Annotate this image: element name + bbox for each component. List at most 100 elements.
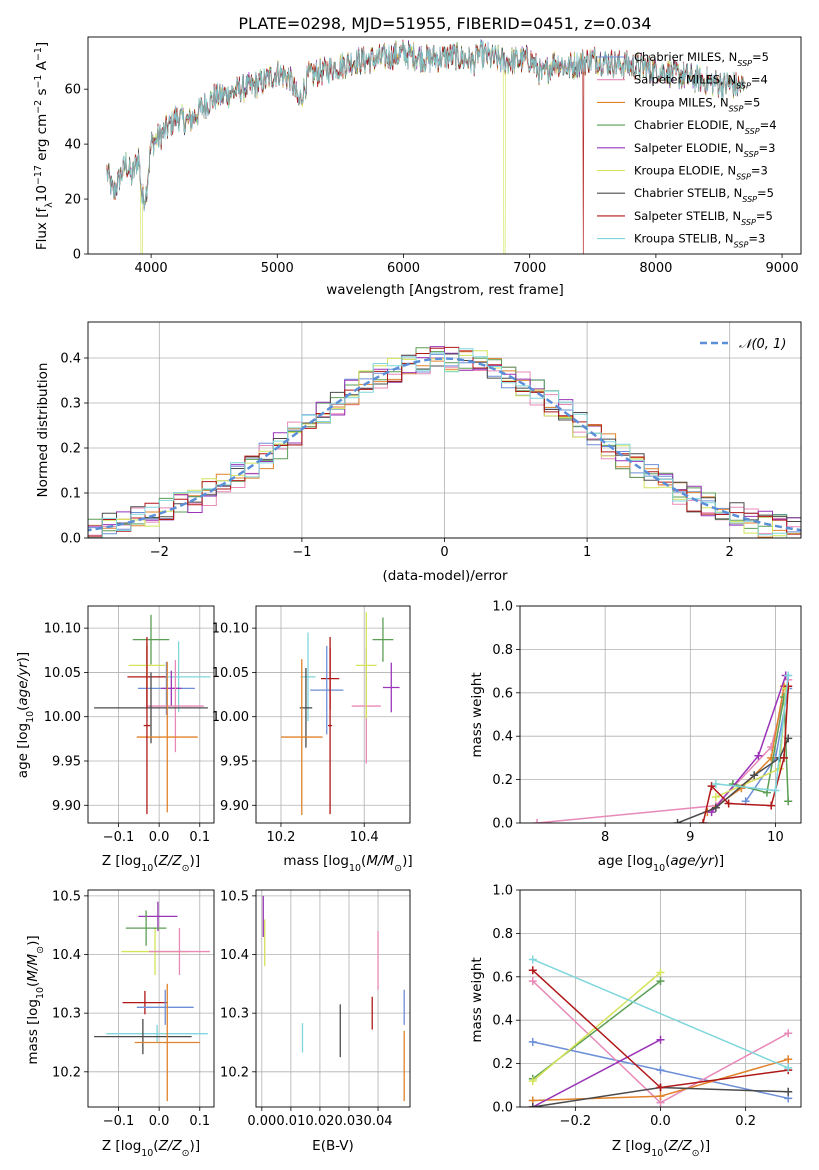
gridlines xyxy=(256,890,410,1107)
y-tick-label: 0.3 xyxy=(60,397,81,412)
weight-marker xyxy=(784,797,793,806)
histogram-step xyxy=(88,348,801,538)
weight-marker xyxy=(699,819,708,823)
legend-label: Kroupa STELIB, NSSP=3 xyxy=(634,232,765,250)
spectrum-line xyxy=(106,39,745,212)
legend-label: Chabrier STELIB, NSSP=5 xyxy=(634,186,774,204)
y-tick-label: 10.05 xyxy=(212,666,249,681)
y-tick-label: 0.6 xyxy=(492,686,513,701)
legend-label: Salpeter MILES, NSSP=4 xyxy=(634,73,768,91)
weight-marker xyxy=(528,1076,537,1085)
y-tick-label: 10.2 xyxy=(220,1065,249,1080)
x-axis-label: Z [log10(Z/Z⊙)] xyxy=(102,853,200,874)
x-tick-label: 0.1 xyxy=(189,830,210,845)
x-axis-label: mass [log10(M/M⊙)] xyxy=(283,853,412,874)
weight-marker xyxy=(656,977,665,986)
legend-label: Chabrier ELODIE, NSSP=4 xyxy=(634,118,777,136)
x-tick-label: −0.2 xyxy=(560,1114,592,1129)
mass_vs_ebv-axes: 0.00 0.01 0.02 0.03 0.04 10.2 10.3 10.4 10.5 xyxy=(220,889,411,1129)
weight-line xyxy=(532,971,661,1082)
y-tick-label: 10.5 xyxy=(52,889,81,904)
y-tick-label: 0.0 xyxy=(60,532,81,547)
y-tick-label: 10.4 xyxy=(220,948,249,963)
y-axis-label: mass weight xyxy=(469,957,485,1042)
weight-line xyxy=(702,686,789,823)
age_vs_mass-axes: 10.2 10.4 9.90 9.95 10.00 10.05 10.10 xyxy=(212,605,411,845)
weight-marker xyxy=(784,1055,793,1064)
y-tick-label: 10.3 xyxy=(52,1007,81,1022)
y-tick-label: 0.2 xyxy=(492,1057,513,1072)
weight-marker xyxy=(673,819,682,823)
legend-label: Chabrier MILES, NSSP=5 xyxy=(634,50,769,68)
residuals-axes: −2 −1 0 1 2 0.0 0.1 0.2 0.3 0.4 xyxy=(60,321,802,560)
x-axis-label: Z [log10(Z/Z⊙)] xyxy=(612,1138,710,1159)
axes-frame xyxy=(255,605,411,824)
x-tick-label: 0.04 xyxy=(364,1114,393,1129)
legend-label: 𝒩(0, 1) xyxy=(739,337,786,352)
legend-label: Kroupa MILES, NSSP=5 xyxy=(634,95,760,113)
y-tick-label: 20 xyxy=(64,193,81,208)
axes-frame xyxy=(87,321,802,539)
x-tick-label: 0 xyxy=(440,545,448,560)
axes-frame xyxy=(87,36,802,255)
weight_vs_age-plot-area xyxy=(533,671,793,823)
x-tick-label: 8 xyxy=(601,830,609,845)
y-axis-label: mass [log10(M/M⊙)] xyxy=(25,935,46,1064)
x-tick-label: 9 xyxy=(686,830,694,845)
y-axis-label: Flux [fλ10−17 erg cm−2 s−1 A−1] xyxy=(33,42,55,250)
weight-marker xyxy=(656,1035,665,1044)
legend-label: Salpeter ELODIE, NSSP=3 xyxy=(634,141,775,159)
y-tick-label: 10.05 xyxy=(44,666,81,681)
weight-marker xyxy=(711,792,720,801)
weight-marker xyxy=(656,968,665,977)
weight-marker xyxy=(779,753,788,762)
x-axis-label: Z [log10(Z/Z⊙)] xyxy=(102,1138,200,1159)
x-tick-label: 0.02 xyxy=(305,1114,334,1129)
age_vs_Z-plot-area xyxy=(94,614,211,815)
x-tick-label: 0.0 xyxy=(650,1114,671,1129)
weight-marker xyxy=(784,1029,793,1038)
weight-marker xyxy=(711,803,720,812)
mass_vs_Z-axes: −0.1 0.0 0.1 10.2 10.3 10.4 10.5 xyxy=(52,889,215,1129)
gridlines xyxy=(88,890,214,1107)
weight-marker xyxy=(754,751,763,760)
histogram-step xyxy=(88,346,801,538)
x-tick-label: 10 xyxy=(767,830,784,845)
x-axis-label: wavelength [Angstrom, rest frame] xyxy=(326,282,564,298)
y-tick-label: 0 xyxy=(73,248,81,263)
y-axis-label: Normed distribution xyxy=(35,363,51,498)
y-axis-label: mass weight xyxy=(469,672,485,757)
x-tick-label: 6000 xyxy=(387,261,420,276)
weight-marker xyxy=(528,966,537,975)
axes-frame xyxy=(255,889,411,1108)
weight-line xyxy=(532,958,789,1069)
y-tick-label: 0.4 xyxy=(60,352,81,367)
residuals-plot-area xyxy=(88,346,801,538)
x-axis-label: age [log10(age/yr)] xyxy=(598,853,724,874)
y-tick-label: 10.4 xyxy=(52,948,81,963)
mass_vs_ebv-plot-area xyxy=(262,895,405,1102)
y-tick-label: 10.00 xyxy=(212,710,249,725)
weight-marker xyxy=(779,693,788,702)
y-tick-label: 0.8 xyxy=(492,927,513,942)
axes-frame xyxy=(87,605,215,824)
y-tick-label: 40 xyxy=(64,138,81,153)
y-tick-label: 0.0 xyxy=(492,817,513,832)
weight-marker xyxy=(784,682,793,691)
y-tick-label: 0.1 xyxy=(60,487,81,502)
y-tick-label: 10.5 xyxy=(220,889,249,904)
x-tick-label: 0.0 xyxy=(149,1114,170,1129)
weight_vs_age-axes: 8 9 10 0.0 0.2 0.4 0.6 0.8 1.0 xyxy=(492,600,802,845)
y-tick-label: 10.10 xyxy=(212,622,249,637)
x-tick-label: 8000 xyxy=(639,261,672,276)
age_vs_mass-plot-area xyxy=(280,612,400,816)
x-tick-label: 10.4 xyxy=(350,830,379,845)
y-tick-label: 10.10 xyxy=(44,622,81,637)
y-tick-label: 0.4 xyxy=(492,1014,513,1029)
y-tick-label: 0.8 xyxy=(492,643,513,658)
x-tick-label: 10.2 xyxy=(266,830,295,845)
weight-line xyxy=(532,1039,661,1107)
y-tick-label: 10.00 xyxy=(44,710,81,725)
y-tick-label: 0.2 xyxy=(60,442,81,457)
